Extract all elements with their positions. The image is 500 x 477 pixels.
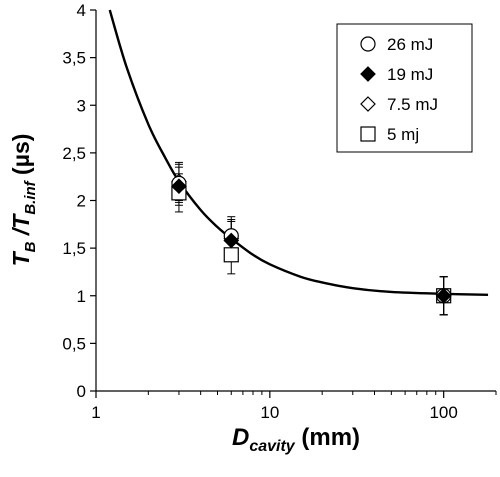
y-tick-label: 2 bbox=[77, 192, 86, 211]
y-axis-title-t1: T bbox=[8, 250, 34, 266]
y-axis-title-rest: (µs) bbox=[8, 134, 34, 182]
y-axis-title-s1: B bbox=[22, 241, 39, 252]
x-ticks: 1 10 100 bbox=[91, 391, 497, 422]
y-ticks: 0 0,5 1 1,5 2 2,5 3 3,5 4 bbox=[62, 1, 96, 401]
fit-curve-layer bbox=[108, 9, 489, 296]
legend-marker-diamond-filled bbox=[360, 66, 376, 82]
legend-marker-diamond-open bbox=[360, 96, 376, 112]
legend: 26 mJ 19 mJ 7.5 mJ 5 mj bbox=[336, 23, 473, 153]
y-tick-label: 3 bbox=[77, 96, 86, 115]
x-axis-title-rest: (mm) bbox=[295, 424, 360, 451]
x-axis-title-main: D bbox=[232, 424, 249, 451]
legend-label: 7.5 mJ bbox=[387, 95, 438, 114]
legend-marker-square-open bbox=[360, 126, 376, 142]
y-tick-label: 0,5 bbox=[62, 334, 86, 353]
y-tick-label: 3,5 bbox=[62, 49, 86, 68]
y-axis-title: TB /TB.inf (µs) bbox=[8, 134, 39, 267]
x-tick-label: 1 bbox=[91, 403, 100, 422]
legend-box bbox=[336, 23, 473, 153]
data-point-diamond-filled bbox=[435, 287, 452, 304]
legend-label: 26 mJ bbox=[387, 35, 433, 54]
legend-marker-circle-open bbox=[360, 36, 376, 52]
y-tick-label: 4 bbox=[77, 1, 86, 20]
y-axis-title-mid: /T bbox=[8, 213, 34, 242]
data-point-square-open bbox=[223, 247, 239, 263]
y-tick-label: 1 bbox=[77, 287, 86, 306]
x-axis-title: Dcavity (mm) bbox=[232, 424, 360, 455]
data-point-diamond-filled bbox=[223, 232, 240, 249]
data-markers bbox=[171, 173, 452, 304]
x-tick-label: 100 bbox=[429, 403, 457, 422]
x-tick-label: 10 bbox=[260, 403, 279, 422]
y-tick-label: 0 bbox=[77, 382, 86, 401]
legend-label: 5 mj bbox=[387, 125, 419, 144]
data-point-diamond-filled bbox=[171, 178, 187, 195]
fit-curve bbox=[108, 9, 489, 296]
legend-label: 19 mJ bbox=[387, 65, 433, 84]
x-axis-title-sub: cavity bbox=[249, 438, 295, 455]
y-axis-title-s2: B.inf bbox=[22, 179, 39, 214]
y-tick-label: 1,5 bbox=[62, 239, 86, 258]
y-tick-label: 2,5 bbox=[62, 144, 86, 163]
